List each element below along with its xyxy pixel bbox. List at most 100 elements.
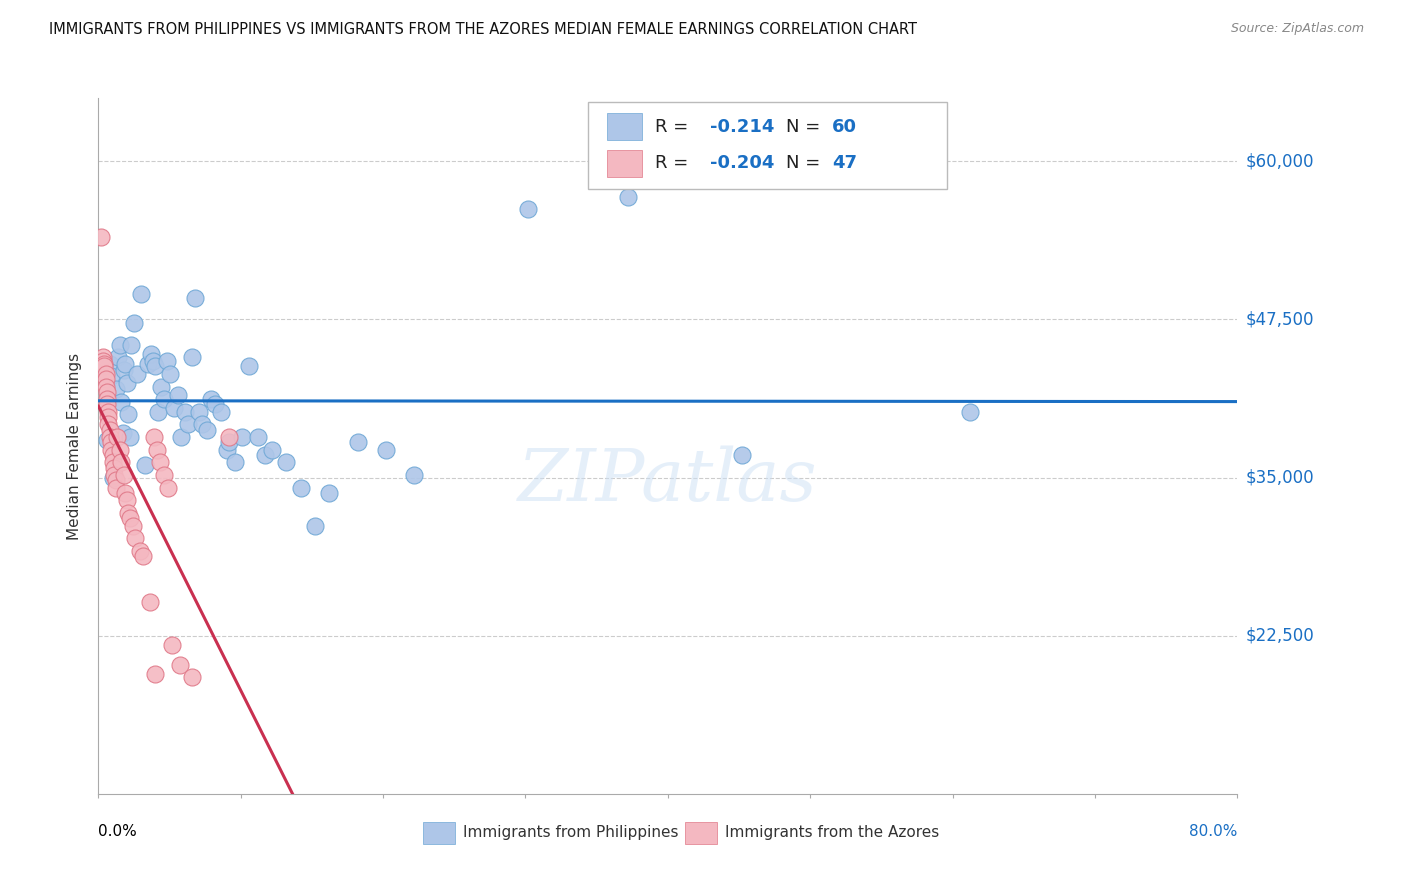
Point bbox=[101, 470, 124, 484]
Text: 47: 47 bbox=[832, 154, 856, 172]
Point bbox=[96, 384, 118, 399]
Point bbox=[231, 430, 253, 444]
Point bbox=[169, 657, 191, 672]
Point bbox=[174, 405, 197, 419]
Point bbox=[375, 442, 398, 457]
Bar bbox=[685, 822, 717, 844]
Point bbox=[404, 468, 426, 483]
Text: R =: R = bbox=[655, 154, 695, 172]
Point bbox=[191, 417, 214, 432]
Point bbox=[105, 430, 128, 444]
Point bbox=[142, 430, 165, 444]
Text: $35,000: $35,000 bbox=[1246, 468, 1315, 487]
Point bbox=[141, 354, 163, 368]
Point bbox=[218, 435, 240, 450]
FancyBboxPatch shape bbox=[588, 102, 946, 188]
Bar bbox=[423, 822, 456, 844]
Point bbox=[139, 346, 162, 360]
Text: IMMIGRANTS FROM PHILIPPINES VS IMMIGRANTS FROM THE AZORES MEDIAN FEMALE EARNINGS: IMMIGRANTS FROM PHILIPPINES VS IMMIGRANT… bbox=[49, 22, 917, 37]
Point bbox=[145, 666, 167, 681]
Point bbox=[204, 397, 226, 411]
Point bbox=[304, 518, 326, 533]
Point bbox=[153, 392, 176, 407]
Point bbox=[112, 363, 135, 377]
Point bbox=[238, 359, 260, 374]
Point bbox=[149, 455, 172, 469]
Text: Immigrants from the Azores: Immigrants from the Azores bbox=[725, 825, 939, 840]
Point bbox=[209, 405, 232, 419]
Point bbox=[121, 518, 143, 533]
Point bbox=[177, 417, 200, 432]
Point bbox=[98, 357, 121, 371]
Point bbox=[100, 442, 122, 457]
Point bbox=[170, 430, 193, 444]
Text: N =: N = bbox=[786, 118, 827, 136]
Text: N =: N = bbox=[786, 154, 827, 172]
Point bbox=[98, 423, 121, 437]
Point bbox=[134, 458, 156, 472]
Point bbox=[115, 376, 138, 390]
Point bbox=[96, 433, 118, 447]
Point bbox=[98, 430, 121, 444]
Point bbox=[108, 338, 131, 352]
Point bbox=[91, 354, 114, 368]
Text: 0.0%: 0.0% bbox=[98, 824, 138, 839]
Point bbox=[136, 357, 159, 371]
Point bbox=[97, 409, 120, 424]
Point bbox=[959, 405, 981, 419]
Point bbox=[318, 485, 340, 500]
Point bbox=[93, 359, 115, 374]
Point bbox=[118, 430, 141, 444]
Point bbox=[124, 532, 146, 546]
Point bbox=[163, 401, 186, 415]
Point bbox=[120, 338, 142, 352]
Point bbox=[108, 442, 131, 457]
Point bbox=[184, 291, 207, 305]
Text: Source: ZipAtlas.com: Source: ZipAtlas.com bbox=[1230, 22, 1364, 36]
Point bbox=[90, 230, 112, 244]
Point bbox=[125, 367, 148, 381]
Bar bbox=[607, 150, 641, 177]
Point bbox=[122, 316, 145, 330]
Point bbox=[159, 367, 181, 381]
Point bbox=[262, 442, 284, 457]
Point bbox=[157, 481, 180, 495]
Point bbox=[129, 287, 152, 301]
Point bbox=[110, 455, 132, 469]
Point bbox=[153, 468, 176, 483]
Text: -0.204: -0.204 bbox=[710, 154, 775, 172]
Text: R =: R = bbox=[655, 118, 695, 136]
Point bbox=[111, 426, 134, 441]
Point bbox=[195, 423, 218, 437]
Point bbox=[131, 549, 153, 563]
Point bbox=[96, 392, 118, 407]
Point bbox=[118, 511, 141, 525]
Point bbox=[107, 351, 129, 365]
Point bbox=[112, 468, 135, 483]
Point bbox=[103, 460, 125, 475]
Text: Immigrants from Philippines: Immigrants from Philippines bbox=[463, 825, 678, 840]
Point bbox=[218, 430, 240, 444]
Point bbox=[517, 202, 540, 217]
Point bbox=[101, 448, 124, 462]
Point bbox=[276, 455, 298, 469]
Point bbox=[181, 351, 204, 365]
Text: -0.214: -0.214 bbox=[710, 118, 775, 136]
Point bbox=[97, 405, 120, 419]
Text: 80.0%: 80.0% bbox=[1189, 824, 1237, 839]
Point bbox=[731, 448, 754, 462]
Point bbox=[97, 417, 120, 432]
Point bbox=[117, 506, 139, 520]
Point bbox=[200, 392, 222, 407]
Point bbox=[100, 435, 122, 450]
Text: $60,000: $60,000 bbox=[1246, 153, 1315, 170]
Point bbox=[115, 493, 138, 508]
Text: 60: 60 bbox=[832, 118, 856, 136]
Point bbox=[93, 357, 115, 371]
Point bbox=[114, 357, 136, 371]
Text: $47,500: $47,500 bbox=[1246, 310, 1315, 328]
Point bbox=[167, 388, 190, 402]
Point bbox=[110, 394, 132, 409]
Point bbox=[100, 369, 122, 384]
Point bbox=[188, 405, 211, 419]
